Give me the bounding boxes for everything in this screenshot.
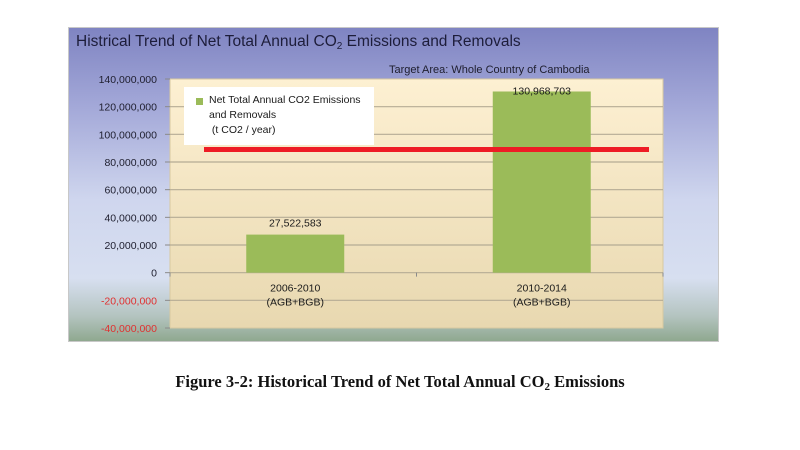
legend-label: Net Total Annual CO2 Emissions and Remova… bbox=[209, 94, 361, 136]
x-tick-label: 2010-2014 bbox=[517, 283, 567, 295]
bar bbox=[246, 234, 345, 273]
y-tick-label: 0 bbox=[151, 268, 157, 280]
x-tick-label: (AGB+BGB) bbox=[513, 297, 570, 309]
x-tick-label: 2006-2010 bbox=[270, 283, 320, 295]
y-tick-label: 20,000,000 bbox=[104, 240, 157, 252]
data-label: 27,522,583 bbox=[269, 218, 322, 230]
y-tick-label: -20,000,000 bbox=[101, 295, 157, 307]
x-tick-label: (AGB+BGB) bbox=[267, 297, 324, 309]
figure-caption: Figure 3-2: Historical Trend of Net Tota… bbox=[175, 372, 625, 393]
y-tick-label: 120,000,000 bbox=[99, 102, 158, 114]
chart-title: Histrical Trend of Net Total Annual CO2 … bbox=[76, 33, 521, 52]
y-tick-label: -40,000,000 bbox=[101, 323, 157, 335]
y-tick-label: 40,000,000 bbox=[104, 212, 157, 224]
bar bbox=[492, 91, 591, 273]
legend-swatch bbox=[196, 98, 203, 105]
data-label: 130,968,703 bbox=[513, 85, 572, 97]
y-tick-label: 80,000,000 bbox=[104, 157, 157, 169]
legend: Net Total Annual CO2 Emissions and Remova… bbox=[184, 87, 374, 145]
y-tick-label: 100,000,000 bbox=[99, 129, 158, 141]
y-tick-label: 60,000,000 bbox=[104, 185, 157, 197]
y-tick-label: 140,000,000 bbox=[99, 74, 158, 86]
chart-subtitle: Target Area: Whole Country of Cambodia bbox=[389, 64, 590, 76]
